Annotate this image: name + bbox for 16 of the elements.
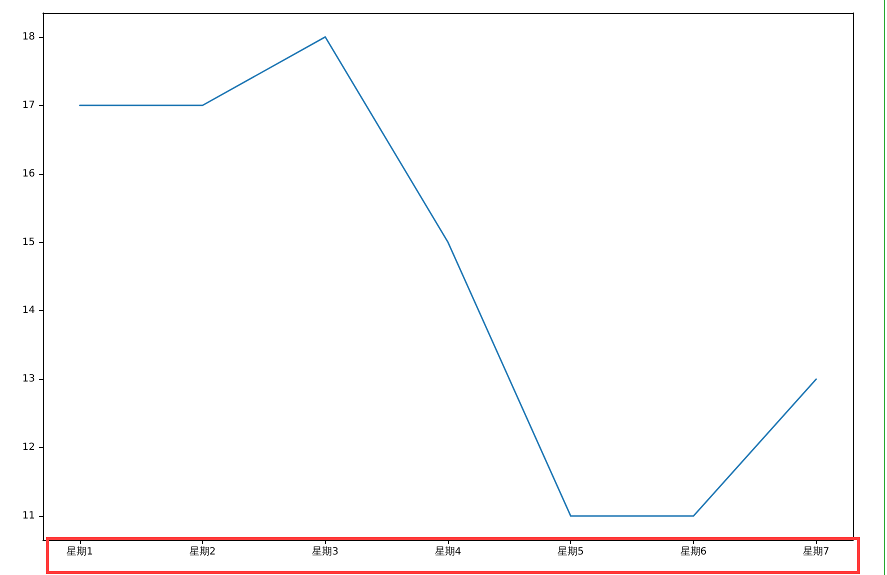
x-tick-label: 星期5 [558, 546, 584, 558]
y-tick-label: 11 [22, 510, 35, 522]
y-tick-label: 13 [22, 374, 35, 385]
x-tick-label: 星期3 [312, 546, 338, 558]
y-tick-label: 18 [22, 31, 35, 42]
y-tick-label: 12 [22, 442, 35, 454]
line-series [79, 36, 817, 517]
y-tick-label: 15 [22, 236, 35, 248]
x-tick-label: 星期7 [802, 546, 830, 558]
y-tick-label: 14 [22, 305, 35, 316]
x-tick-label: 星期2 [189, 546, 216, 558]
y-tick-label: 17 [22, 100, 35, 111]
y-tick-label: 16 [22, 168, 35, 180]
x-tick-label: 星期6 [680, 546, 707, 558]
x-tick-label: 星期4 [434, 546, 462, 558]
x-tick-label: 星期1 [66, 546, 94, 558]
